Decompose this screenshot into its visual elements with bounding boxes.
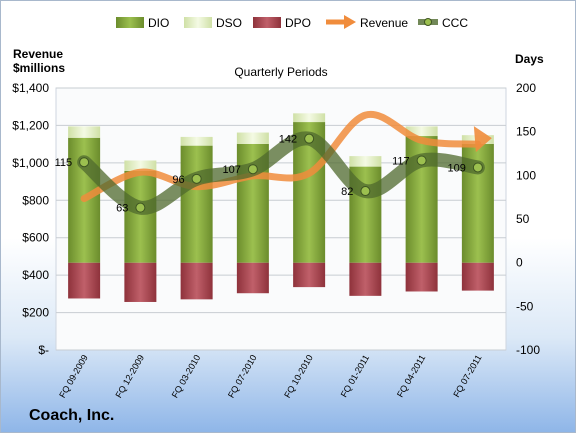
left-tick-label: $800 xyxy=(22,193,49,207)
dpo-bar xyxy=(68,262,101,299)
ccc-point xyxy=(416,155,427,166)
legend-label: Revenue xyxy=(360,16,408,30)
category-label: FQ 01-2011 xyxy=(339,353,371,399)
ccc-point xyxy=(304,133,315,144)
legend-label: DIO xyxy=(148,16,169,30)
dpo-bar xyxy=(180,262,213,300)
ccc-data-label: 96 xyxy=(172,174,184,186)
ccc-data-label: 142 xyxy=(279,134,297,146)
right-tick-label: 50 xyxy=(516,212,530,226)
company-name: Coach, Inc. xyxy=(29,407,115,424)
dso-bar xyxy=(124,160,157,171)
dpo-bar xyxy=(405,262,438,292)
revenue-line xyxy=(80,110,482,203)
left-axis-title: $millions xyxy=(13,61,65,75)
ccc-data-label: 82 xyxy=(341,186,353,198)
right-tick-label: -100 xyxy=(516,343,540,357)
dio-bar xyxy=(124,170,157,263)
chart-title: Quarterly Periods xyxy=(234,65,327,79)
dso-bar xyxy=(68,126,101,138)
ccc-data-label: 115 xyxy=(55,157,73,169)
dso-bar xyxy=(236,132,269,144)
right-tick-label: 100 xyxy=(516,168,536,182)
category-label: FQ 09-2009 xyxy=(57,353,90,400)
category-label: FQ 10-2010 xyxy=(282,353,315,400)
revenue-arrowhead xyxy=(473,126,492,153)
left-axis-title: Revenue xyxy=(13,47,63,61)
plot-area xyxy=(55,87,507,351)
left-tick-label: $1,200 xyxy=(12,118,49,132)
dso-bar xyxy=(349,156,382,167)
right-tick-label: 150 xyxy=(516,125,536,139)
legend-label: DSO xyxy=(216,16,242,30)
legend-swatch xyxy=(116,17,144,28)
ccc-data-label: 117 xyxy=(392,155,410,167)
ccc-point xyxy=(360,186,371,197)
category-label: FQ 04-2011 xyxy=(395,353,427,399)
legend: DIO DSO DPO Revenue CCC xyxy=(116,15,468,30)
dpo-bar xyxy=(124,262,157,302)
legend-swatch xyxy=(424,18,432,26)
left-tick-label: $1,400 xyxy=(12,81,49,95)
ccc-data-label: 107 xyxy=(223,164,241,176)
ccc-point xyxy=(135,202,146,213)
ccc-point xyxy=(247,164,258,175)
ccc-point xyxy=(79,157,90,168)
ccc-data-label: 109 xyxy=(448,162,466,174)
legend-swatch xyxy=(184,17,212,28)
dpo-bar xyxy=(349,262,382,296)
right-tick-label: 200 xyxy=(516,81,536,95)
left-tick-label: $1,000 xyxy=(12,156,49,170)
dpo-bar xyxy=(293,262,326,288)
legend-label: DPO xyxy=(285,16,311,30)
left-tick-label: $600 xyxy=(22,231,49,245)
ccc-data-label: 63 xyxy=(116,203,128,215)
left-tick-label: $- xyxy=(38,343,49,357)
dpo-bar xyxy=(461,262,494,291)
category-label: FQ 07-2011 xyxy=(451,353,483,399)
right-tick-label: 0 xyxy=(516,256,523,270)
left-tick-label: $200 xyxy=(22,306,49,320)
dso-bar xyxy=(180,136,213,146)
dio-bar xyxy=(180,145,213,263)
dso-bar xyxy=(405,126,438,137)
right-tick-label: -50 xyxy=(516,299,534,313)
legend-swatch xyxy=(344,15,356,29)
left-tick-label: $400 xyxy=(22,268,49,282)
category-label: FQ 07-2010 xyxy=(226,353,259,400)
ccc-point xyxy=(472,162,483,173)
legend-swatch xyxy=(253,17,281,28)
right-axis-title: Days xyxy=(515,52,544,66)
category-label: FQ 03-2010 xyxy=(170,353,203,400)
category-label: FQ 12-2009 xyxy=(113,353,146,400)
dso-bar xyxy=(293,113,326,123)
dpo-bar xyxy=(236,262,269,294)
legend-label: CCC xyxy=(442,16,468,30)
ccc-point xyxy=(191,173,202,184)
